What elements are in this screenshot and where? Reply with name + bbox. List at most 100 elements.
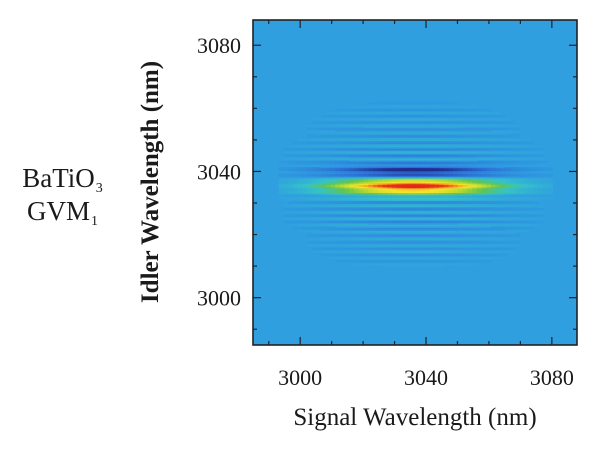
heatmap-cell <box>481 157 487 160</box>
heatmap-cell <box>335 239 341 242</box>
heatmap-cell <box>377 146 384 149</box>
heatmap-cell <box>481 239 487 242</box>
heatmap-cell <box>391 190 398 194</box>
heatmap-cell <box>509 160 516 164</box>
heatmap-cell <box>368 190 374 194</box>
heatmap-cell <box>349 148 355 151</box>
heatmap-cell <box>377 145 384 148</box>
heatmap-cell <box>335 160 341 164</box>
heatmap-cell <box>505 176 511 179</box>
heatmap-cell <box>415 225 421 228</box>
heatmap-cell <box>538 178 544 181</box>
heatmap-cell <box>424 173 431 176</box>
heatmap-cell <box>538 167 544 170</box>
heatmap-cell <box>490 186 497 189</box>
heatmap-cell <box>486 151 492 154</box>
heatmap-cell <box>448 154 454 157</box>
heatmap-cell <box>505 214 511 217</box>
heatmap-cell <box>302 192 308 195</box>
heatmap-cell <box>363 197 369 200</box>
heatmap-cell <box>481 118 487 121</box>
heatmap-cell <box>429 206 435 209</box>
heatmap-cell <box>373 105 379 108</box>
heatmap-cell <box>519 167 525 170</box>
heatmap-cell <box>344 151 351 154</box>
heatmap-cell <box>486 184 492 187</box>
heatmap-cell <box>297 192 303 195</box>
heatmap-cell <box>288 148 294 151</box>
heatmap-cell <box>358 198 365 201</box>
heatmap-cell <box>509 231 516 235</box>
heatmap-cell <box>542 167 549 170</box>
heatmap-cell <box>457 170 464 173</box>
heatmap-cell <box>330 132 336 135</box>
heatmap-cell <box>358 154 365 157</box>
heatmap-cell <box>434 135 440 138</box>
heatmap-cell <box>424 263 431 266</box>
heatmap-cell <box>354 182 360 186</box>
heatmap-cell <box>472 198 478 201</box>
heatmap-cell <box>325 253 332 257</box>
heatmap-cell <box>443 198 450 201</box>
heatmap-cell <box>373 160 379 164</box>
heatmap-cell <box>472 211 478 214</box>
heatmap-cell <box>396 253 402 257</box>
heatmap-cell <box>467 198 473 201</box>
heatmap-cell <box>514 168 520 171</box>
heatmap-cell <box>377 211 384 214</box>
heatmap-cell <box>354 167 360 170</box>
heatmap-cell <box>505 203 511 206</box>
heatmap-cell <box>292 190 299 194</box>
heatmap-cell <box>415 165 421 168</box>
heatmap-cell <box>382 168 388 171</box>
heatmap-cell <box>472 168 478 171</box>
heatmap-cell <box>424 146 431 149</box>
heatmap-cell <box>344 201 351 205</box>
heatmap-cell <box>358 159 365 162</box>
heatmap-cell <box>472 165 478 168</box>
heatmap-cell <box>476 247 483 250</box>
heatmap-plot-area <box>252 19 578 346</box>
heatmap-cell <box>457 211 464 214</box>
heatmap-cell <box>377 124 384 127</box>
heatmap-cell <box>306 176 313 179</box>
heatmap-cell <box>467 182 473 186</box>
heatmap-cell <box>373 200 379 203</box>
heatmap-cell <box>481 170 487 173</box>
heatmap-cell <box>344 179 351 183</box>
heatmap-cell <box>401 230 407 233</box>
heatmap-cell <box>443 146 450 149</box>
heatmap-cell <box>457 203 464 206</box>
heatmap-cell <box>410 179 417 183</box>
heatmap-cell <box>519 217 525 220</box>
heatmap-cell <box>462 198 468 201</box>
heatmap-cell <box>382 236 388 239</box>
heatmap-cell <box>377 241 384 244</box>
heatmap-cell <box>368 108 374 112</box>
heatmap-cell <box>481 127 487 130</box>
heatmap-cell <box>382 241 388 244</box>
gvm-label-subscript: 1 <box>91 214 98 229</box>
heatmap-cell <box>358 257 365 260</box>
heatmap-cell <box>462 175 468 178</box>
heatmap-cell <box>410 233 417 236</box>
heatmap-cell <box>453 111 459 115</box>
heatmap-cell <box>316 206 322 209</box>
heatmap-cell <box>311 168 317 171</box>
heatmap-cell <box>500 132 506 135</box>
heatmap-cell <box>410 238 417 241</box>
heatmap-cell <box>363 186 369 189</box>
heatmap-cell <box>424 224 431 227</box>
x-axis-label: Signal Wavelength (nm) <box>293 404 536 431</box>
heatmap-cell <box>283 205 289 208</box>
heatmap-cell <box>453 198 459 201</box>
heatmap-cell <box>486 143 492 146</box>
heatmap-cell <box>377 242 384 246</box>
heatmap-cell <box>321 132 327 135</box>
heatmap-cell <box>457 186 464 189</box>
heatmap-cell <box>420 195 426 198</box>
heatmap-cell <box>410 209 417 212</box>
heatmap-cell <box>349 171 355 175</box>
heatmap-cell <box>344 197 351 200</box>
heatmap-cell <box>363 263 369 266</box>
